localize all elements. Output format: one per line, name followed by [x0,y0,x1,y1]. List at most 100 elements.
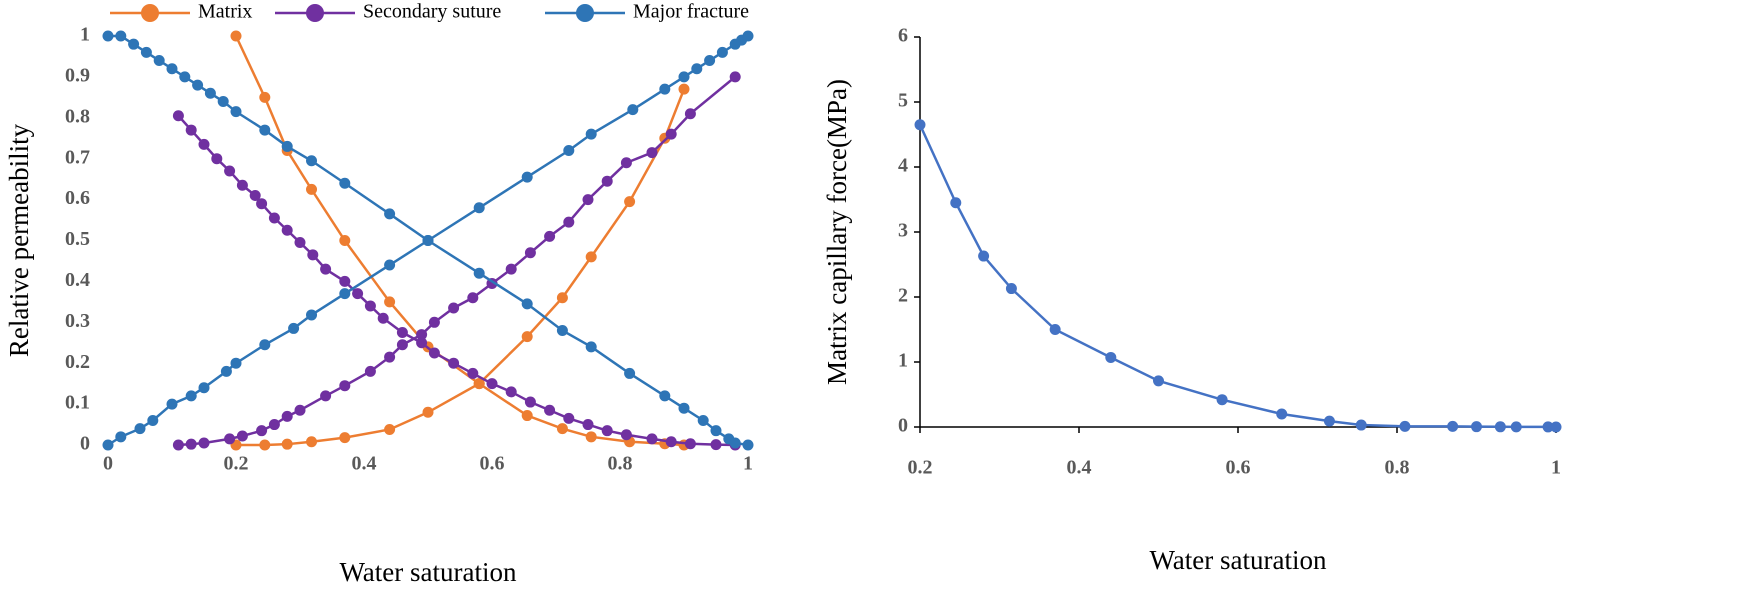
marker [256,425,268,437]
marker [448,302,460,314]
x-tick-label: 0.6 [480,453,505,475]
marker [259,124,271,136]
marker [563,412,575,424]
legend-label: Secondary suture [363,1,501,23]
marker [665,128,677,140]
marker [704,55,716,67]
y-tick-label: 3 [898,220,908,242]
y-tick-label: 0.3 [65,310,90,332]
line [918,124,1557,429]
marker [339,380,351,392]
marker [729,71,741,83]
y-tick-label: 0.7 [65,146,90,168]
marker [281,438,293,450]
marker [729,437,741,449]
marker [268,419,280,431]
y-tick-label: 0.8 [65,105,90,127]
y-tick-label: 6 [898,25,908,47]
marker [582,419,594,431]
marker [1049,324,1061,335]
marker [198,138,210,150]
marker [217,95,229,107]
marker [646,147,658,159]
x-tick-label: 0.4 [1067,457,1092,479]
marker [950,197,962,209]
marker [473,267,485,279]
marker [448,357,460,369]
marker [601,425,613,437]
y-tick-label: 0 [80,433,90,455]
marker [172,110,184,122]
x-tick-label: 0 [103,453,113,475]
marker [524,247,536,259]
marker [416,337,428,349]
x-tick-label: 0.2 [224,453,249,475]
marker [582,194,594,206]
marker [198,382,210,394]
marker [364,365,376,377]
marker [294,237,306,249]
marker [339,288,351,300]
x-tick-label: 1 [743,453,753,475]
marker [1550,421,1562,433]
y-axis-label: Matrix capillary force(MPa) [822,79,852,385]
marker [172,439,184,451]
marker [281,410,293,422]
legend-label: Major fracture [633,1,749,23]
marker [198,437,210,449]
marker [306,183,318,195]
marker [256,198,268,210]
marker [294,404,306,416]
legend-marker [306,4,324,22]
y-tick-label: 0.5 [65,228,90,250]
marker [1323,415,1335,427]
marker [306,309,318,321]
marker [1105,351,1117,363]
marker [288,322,300,334]
marker [1216,394,1228,406]
marker [396,327,408,339]
marker [521,410,533,422]
marker [1276,408,1288,420]
x-tick-label: 0.4 [352,453,377,475]
marker [524,396,536,408]
marker [166,398,178,410]
marker [684,108,696,120]
marker [339,432,351,444]
marker [102,30,114,42]
y-tick-label: 0.9 [65,64,90,86]
y-tick-label: 2 [898,285,908,307]
y-tick-label: 0.1 [65,392,90,414]
marker [428,316,440,328]
y-tick-label: 5 [898,90,908,112]
marker [691,63,703,75]
marker [259,91,271,103]
marker [224,433,236,445]
marker [416,329,428,341]
marker [1447,420,1459,432]
marker [236,179,248,191]
marker [473,202,485,214]
marker [428,347,440,359]
marker [249,190,261,202]
marker [665,436,677,448]
marker [320,263,332,275]
y-tick-label: 0 [898,415,908,437]
line [236,88,686,447]
marker [230,106,242,118]
marker [563,145,575,157]
x-tick-label: 0.8 [608,453,633,475]
y-axis-label: Relative permeability [4,123,34,357]
x-axis-label: Water saturation [1149,545,1327,575]
marker [521,171,533,183]
marker [505,263,517,275]
marker [585,251,597,263]
marker [585,128,597,140]
marker [1399,420,1411,432]
marker [224,165,236,177]
marker [115,431,127,443]
line [107,34,749,447]
marker [204,87,216,99]
marker [585,341,597,353]
marker [521,331,533,343]
